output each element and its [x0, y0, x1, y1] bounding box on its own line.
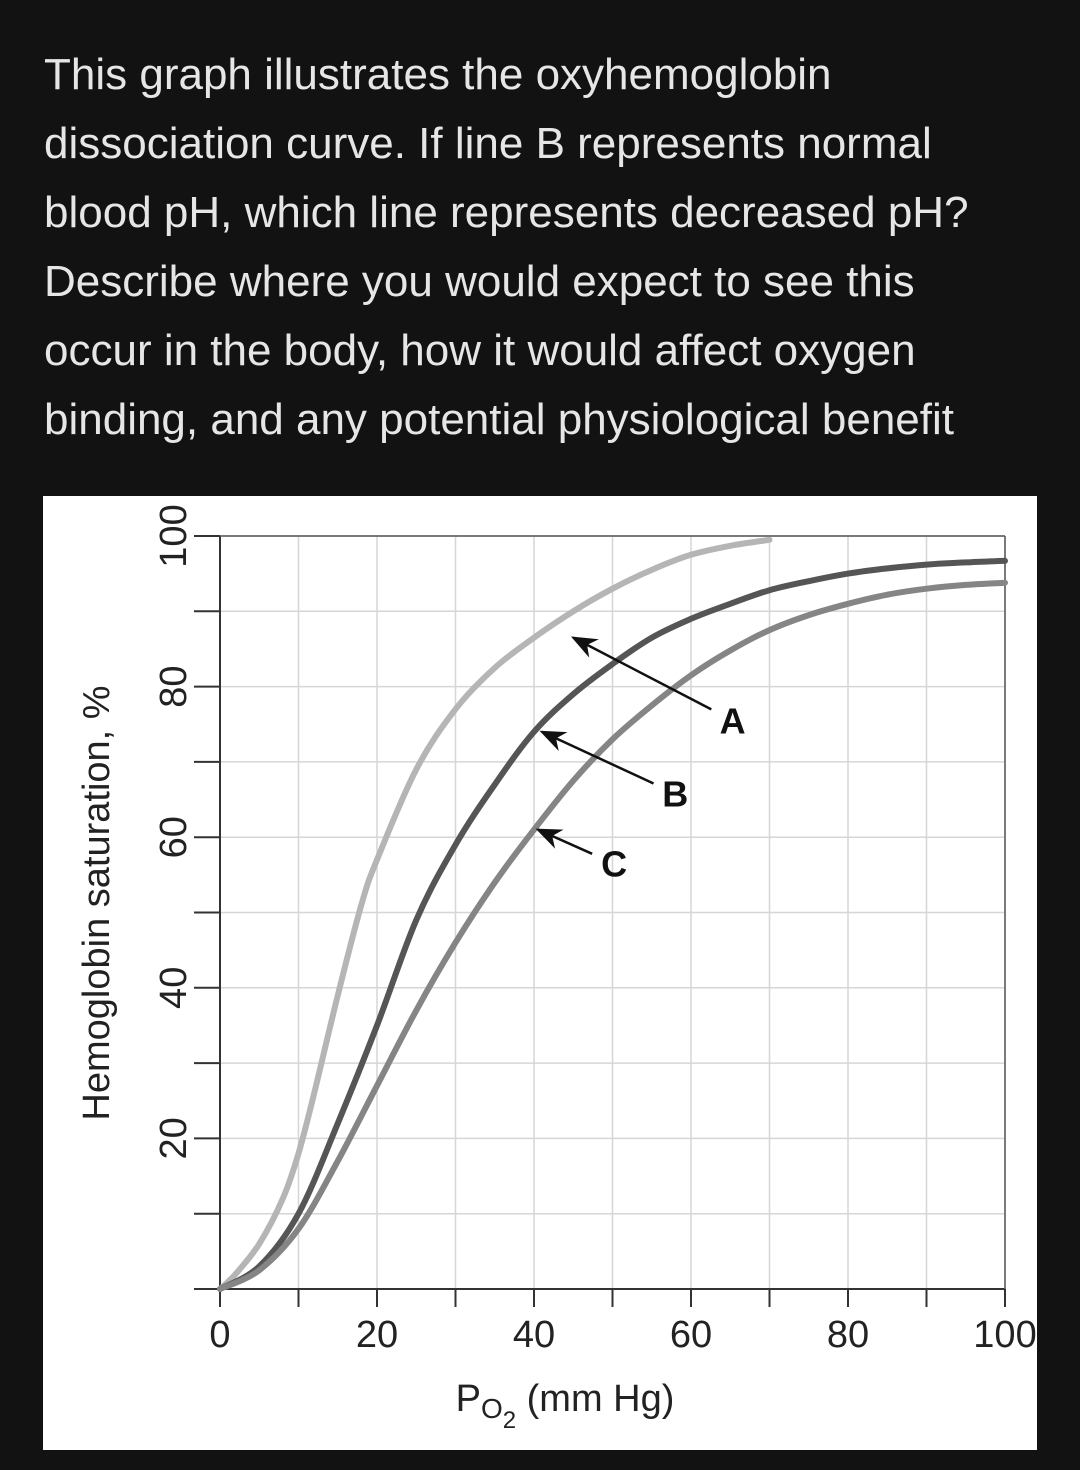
- x-tick-label: 60: [670, 1314, 712, 1356]
- x-tick-label: 0: [209, 1314, 230, 1356]
- chart-svg: ABC 20 40 60 80 100 0 20 40 60 80 100 Hemoglobin s…: [76, 504, 1037, 1434]
- x-axis-title-sub: O: [481, 1393, 503, 1424]
- curve-c: [217, 579, 1008, 1292]
- curve-a: [217, 536, 773, 1292]
- chart-annotations: ABC: [535, 636, 746, 885]
- curve-b: [217, 557, 1008, 1292]
- chart-axes: [194, 535, 1006, 1307]
- x-axis-title-sub2: 2: [503, 1407, 516, 1434]
- chart-grid: [219, 535, 1006, 1290]
- x-tick-label: 100: [973, 1314, 1036, 1356]
- curve-label-c: C: [601, 844, 627, 885]
- x-tick-label: 20: [356, 1314, 398, 1356]
- y-tick-label: 40: [153, 967, 195, 1009]
- y-tick-label: 80: [153, 665, 195, 707]
- question-text: This graph illustrates the oxyhemoglobin…: [44, 50, 969, 444]
- y-tick-label: 60: [153, 816, 195, 858]
- arrow-a: [570, 636, 712, 711]
- y-axis-title: Hemoglobin saturation, %: [76, 685, 118, 1120]
- x-tick-label: 80: [827, 1314, 869, 1356]
- arrow-c: [535, 828, 593, 855]
- curve-label-b: B: [662, 774, 688, 815]
- y-tick-label: 100: [153, 504, 195, 567]
- x-axis-title-unit: (mm Hg): [516, 1378, 674, 1420]
- chart-tick-labels: 20 40 60 80 100 0 20 40 60 80 100: [153, 504, 1037, 1356]
- x-axis-title-main: P: [456, 1378, 481, 1420]
- y-tick-label: 20: [153, 1117, 195, 1159]
- arrow-b: [539, 730, 655, 785]
- x-axis-title: PO2 (mm Hg): [456, 1378, 675, 1434]
- curve-label-a: A: [720, 700, 746, 741]
- x-tick-label: 40: [513, 1314, 555, 1356]
- chart-curves: [217, 536, 1008, 1292]
